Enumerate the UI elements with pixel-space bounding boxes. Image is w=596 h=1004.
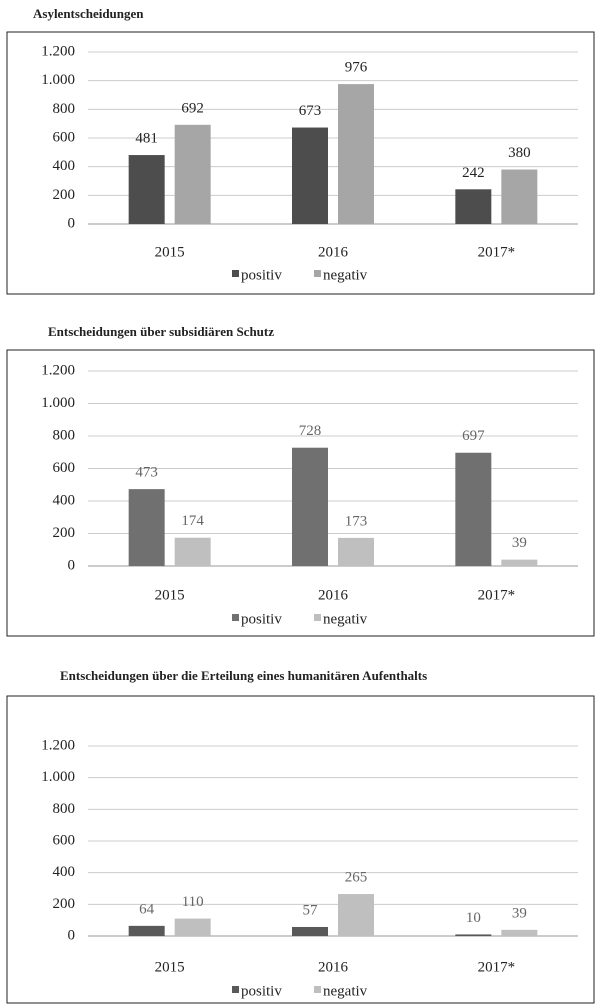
bar xyxy=(455,452,492,566)
bar xyxy=(292,127,328,224)
y-tick-label: 1.200 xyxy=(41,43,75,59)
bar xyxy=(174,124,211,224)
data-label: 39 xyxy=(512,535,527,551)
chart-frame xyxy=(6,695,595,1004)
y-tick-label: 0 xyxy=(68,215,76,231)
x-tick-label: 2017* xyxy=(478,587,516,603)
legend-label: negativ xyxy=(323,611,368,627)
data-label: 57 xyxy=(303,902,319,918)
bar xyxy=(174,537,211,566)
x-tick-label: 2016 xyxy=(318,244,349,260)
y-tick-label: 1.200 xyxy=(41,737,75,753)
bar xyxy=(128,155,165,224)
data-label: 110 xyxy=(182,894,204,910)
data-label: 976 xyxy=(345,60,368,76)
y-tick-label: 800 xyxy=(53,427,76,443)
data-label: 473 xyxy=(135,465,158,481)
data-label: 10 xyxy=(466,910,481,926)
data-label: 173 xyxy=(345,513,368,529)
data-label: 728 xyxy=(299,423,322,439)
data-label: 174 xyxy=(181,513,204,529)
y-tick-label: 600 xyxy=(53,832,76,848)
x-tick-label: 2017* xyxy=(478,244,516,260)
x-tick-label: 2015 xyxy=(155,959,185,975)
y-tick-label: 400 xyxy=(53,492,76,508)
chart-frame xyxy=(6,31,595,295)
legend-swatch xyxy=(232,986,239,993)
legend-swatch xyxy=(314,270,321,277)
y-tick-label: 0 xyxy=(68,927,76,943)
y-tick-label: 0 xyxy=(68,557,76,573)
y-tick-label: 400 xyxy=(53,864,76,880)
chart-title: Entscheidungen über subsidiären Schutz xyxy=(48,324,274,339)
data-label: 265 xyxy=(345,869,368,885)
bar xyxy=(338,894,374,936)
data-label: 39 xyxy=(512,905,527,921)
y-tick-label: 400 xyxy=(53,158,76,174)
x-tick-label: 2017* xyxy=(478,959,516,975)
y-tick-label: 200 xyxy=(53,187,76,203)
chart-title: Asylentscheidungen xyxy=(33,6,144,21)
data-label: 692 xyxy=(181,100,204,116)
legend-swatch xyxy=(314,986,321,993)
bar xyxy=(292,926,328,936)
y-tick-label: 1.200 xyxy=(41,362,75,378)
y-tick-label: 200 xyxy=(53,525,76,541)
y-tick-label: 600 xyxy=(53,460,76,476)
y-tick-label: 600 xyxy=(53,129,76,145)
data-label: 481 xyxy=(135,130,158,146)
bar xyxy=(338,537,374,566)
bar xyxy=(455,189,492,224)
y-tick-label: 1.000 xyxy=(41,395,75,411)
data-label: 242 xyxy=(462,165,485,181)
data-label: 64 xyxy=(139,901,155,917)
legend-label: positiv xyxy=(241,267,282,283)
legend-swatch xyxy=(232,270,239,277)
legend-label: negativ xyxy=(323,267,368,283)
y-tick-label: 200 xyxy=(53,896,76,912)
bar xyxy=(501,169,538,224)
data-label: 673 xyxy=(299,103,322,119)
x-tick-label: 2016 xyxy=(318,959,349,975)
bar xyxy=(292,447,328,566)
x-tick-label: 2015 xyxy=(155,244,185,260)
data-label: 380 xyxy=(508,145,531,161)
legend-swatch xyxy=(314,614,321,621)
y-tick-label: 800 xyxy=(53,101,76,117)
y-tick-label: 1.000 xyxy=(41,769,75,785)
legend-label: negativ xyxy=(323,983,368,999)
bar xyxy=(501,559,538,566)
bar xyxy=(174,918,211,936)
chart-frame xyxy=(6,349,595,637)
bar xyxy=(338,84,374,225)
x-tick-label: 2016 xyxy=(318,587,349,603)
y-tick-label: 800 xyxy=(53,801,76,817)
chart-title: Entscheidungen über die Erteilung eines … xyxy=(60,668,427,683)
legend-swatch xyxy=(232,614,239,621)
bar xyxy=(455,934,492,936)
bar xyxy=(128,925,165,936)
y-tick-label: 1.000 xyxy=(41,72,75,88)
legend-label: positiv xyxy=(241,983,282,999)
bar xyxy=(501,929,538,936)
legend-label: positiv xyxy=(241,611,282,627)
x-tick-label: 2015 xyxy=(155,587,185,603)
data-label: 697 xyxy=(462,428,485,444)
bar xyxy=(128,489,165,566)
